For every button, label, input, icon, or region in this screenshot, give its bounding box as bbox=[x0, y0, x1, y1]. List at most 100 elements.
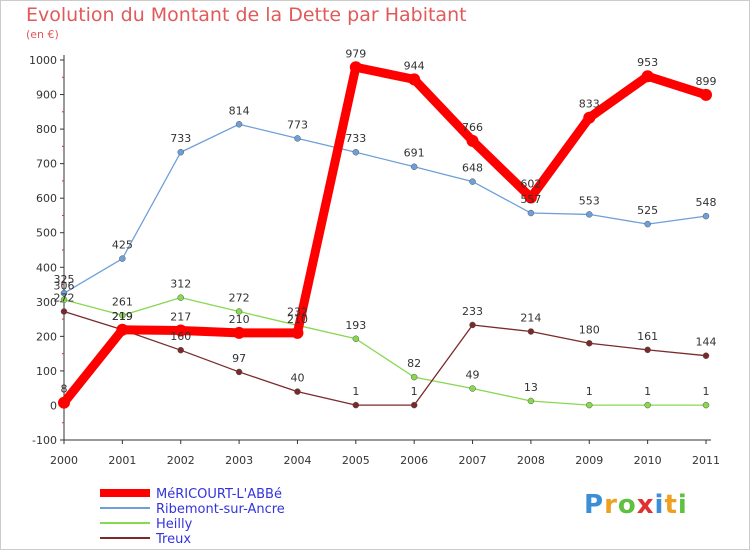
data-label: 899 bbox=[696, 75, 717, 88]
data-point bbox=[233, 326, 246, 339]
data-point bbox=[116, 323, 129, 336]
data-point bbox=[469, 321, 476, 329]
data-point bbox=[60, 289, 68, 297]
data-label: 217 bbox=[170, 310, 191, 323]
data-label: 773 bbox=[287, 118, 308, 131]
data-point bbox=[469, 385, 476, 392]
data-label: 160 bbox=[170, 330, 191, 343]
x-tick-label: 2000 bbox=[50, 454, 78, 467]
data-label: 272 bbox=[229, 291, 250, 304]
data-point bbox=[291, 326, 304, 339]
data-label: 210 bbox=[229, 313, 250, 326]
series-line-2 bbox=[63, 297, 707, 406]
data-point bbox=[177, 148, 184, 156]
data-label: 219 bbox=[112, 310, 133, 323]
data-point bbox=[58, 396, 70, 409]
data-label: 312 bbox=[170, 278, 191, 291]
legend-label: Heilly bbox=[156, 517, 193, 532]
y-tick-label: 100 bbox=[36, 365, 57, 378]
data-label: 161 bbox=[637, 330, 658, 343]
series-line-3 bbox=[63, 310, 707, 406]
data-label: 553 bbox=[579, 194, 600, 207]
data-point bbox=[469, 178, 476, 185]
data-label: 261 bbox=[112, 295, 133, 308]
legend-label: MéRICOURT-L'ABBé bbox=[156, 487, 282, 502]
data-label: 97 bbox=[232, 352, 246, 365]
data-point bbox=[294, 135, 301, 142]
series-line-1 bbox=[63, 123, 707, 294]
data-label: 525 bbox=[637, 204, 658, 217]
data-point bbox=[60, 296, 68, 303]
data-label: 733 bbox=[170, 132, 191, 145]
data-label: 833 bbox=[579, 98, 600, 111]
data-point bbox=[702, 352, 710, 359]
data-label: 979 bbox=[345, 47, 366, 60]
data-point bbox=[524, 191, 537, 204]
y-tick-label: 700 bbox=[36, 158, 57, 171]
x-tick-label: 2005 bbox=[342, 454, 370, 467]
data-point bbox=[352, 335, 360, 343]
data-point bbox=[60, 308, 68, 315]
y-tick-label: 1000 bbox=[29, 54, 57, 67]
data-label: 306 bbox=[54, 280, 75, 293]
data-point bbox=[466, 134, 479, 147]
data-point bbox=[586, 211, 593, 218]
x-tick-label: 2003 bbox=[225, 454, 253, 467]
data-label: 219 bbox=[112, 310, 133, 323]
y-tick-label: 500 bbox=[36, 227, 57, 240]
data-point bbox=[527, 328, 535, 335]
data-label: 1 bbox=[411, 385, 418, 398]
data-point bbox=[641, 70, 654, 83]
data-point bbox=[586, 340, 593, 347]
data-label: 49 bbox=[466, 369, 480, 382]
y-tick-label: 800 bbox=[36, 123, 57, 136]
x-tick-label: 2008 bbox=[517, 454, 545, 467]
data-point bbox=[352, 148, 360, 156]
data-point bbox=[177, 294, 184, 301]
data-label: 733 bbox=[345, 132, 366, 145]
data-label: 180 bbox=[579, 323, 600, 336]
data-point bbox=[294, 388, 301, 395]
data-point bbox=[527, 209, 535, 217]
data-point bbox=[586, 401, 593, 409]
x-tick-label: 2006 bbox=[400, 454, 428, 467]
y-tick-label: 400 bbox=[36, 261, 57, 274]
data-point bbox=[644, 220, 651, 228]
data-label: 425 bbox=[112, 239, 133, 252]
data-label: 648 bbox=[462, 162, 483, 175]
data-point bbox=[410, 163, 418, 170]
data-point bbox=[644, 346, 651, 354]
data-label: 691 bbox=[404, 147, 425, 160]
data-label: 144 bbox=[696, 336, 717, 349]
x-tick-label: 2011 bbox=[692, 454, 720, 467]
y-tick-label: 900 bbox=[36, 89, 57, 102]
proxiti-logo: Proxiti bbox=[584, 490, 688, 520]
x-tick-label: 2004 bbox=[283, 454, 311, 467]
y-tick-label: 300 bbox=[36, 296, 57, 309]
data-point bbox=[583, 111, 596, 124]
x-tick-label: 2001 bbox=[108, 454, 136, 467]
x-tick-label: 2007 bbox=[459, 454, 487, 467]
y-tick-label: 200 bbox=[36, 330, 57, 343]
data-label: 233 bbox=[462, 305, 483, 318]
data-point bbox=[174, 324, 187, 337]
data-label: 766 bbox=[462, 121, 483, 134]
data-label: 214 bbox=[520, 312, 541, 325]
series-line-0 bbox=[59, 62, 711, 408]
y-tick-label: 0 bbox=[50, 399, 57, 412]
data-point bbox=[410, 373, 418, 381]
data-point bbox=[177, 346, 184, 354]
data-point bbox=[349, 61, 362, 74]
data-label: 1 bbox=[352, 385, 359, 398]
data-point bbox=[119, 312, 126, 319]
y-tick-label: -100 bbox=[32, 434, 57, 447]
data-label: 8 bbox=[61, 383, 68, 396]
data-point bbox=[408, 73, 421, 86]
data-point bbox=[702, 401, 710, 409]
data-label: 557 bbox=[520, 193, 541, 206]
x-tick-label: 2010 bbox=[634, 454, 662, 467]
legend-label: Ribemont-sur-Ancre bbox=[156, 502, 285, 517]
data-point bbox=[235, 121, 243, 128]
data-label: 814 bbox=[229, 104, 250, 117]
